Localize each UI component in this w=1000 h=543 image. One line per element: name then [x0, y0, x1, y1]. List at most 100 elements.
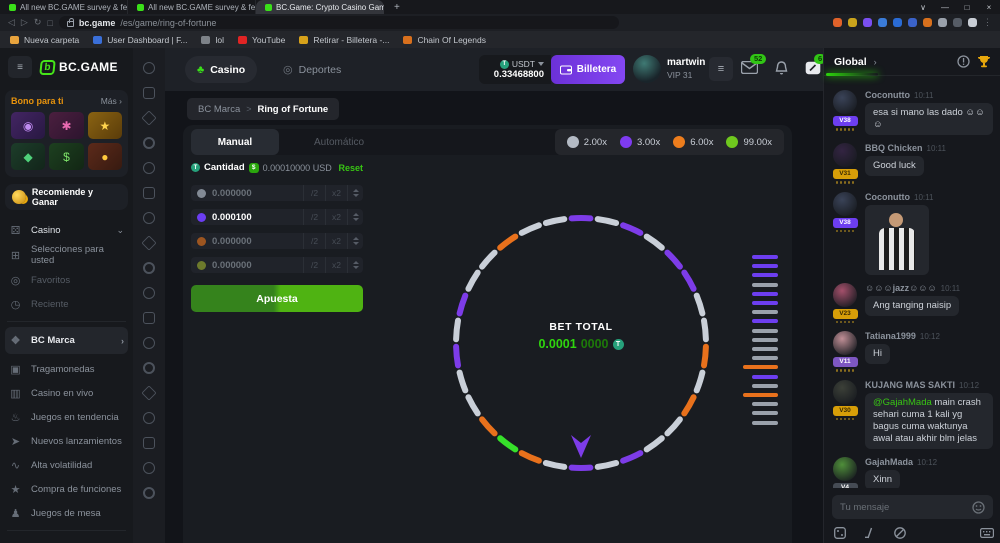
currency-selector[interactable]: T USDT 0.33468800 [479, 55, 551, 84]
avatar[interactable] [833, 90, 857, 114]
bet-row[interactable]: 0.000000/2 x2 [191, 185, 363, 201]
multiplier-chip[interactable]: 3.00x [619, 136, 660, 148]
provider-shortcut-icon[interactable] [141, 235, 157, 251]
minimize-icon[interactable]: — [941, 2, 949, 12]
breadcrumb-parent[interactable]: BC Marca [198, 103, 241, 115]
message-image[interactable] [865, 204, 929, 275]
url-field[interactable]: bc.game/es/game/ring-of-fortune [58, 16, 619, 29]
chat-room-title[interactable]: Global [834, 55, 867, 68]
bonus-tile[interactable]: $ [49, 143, 84, 170]
provider-shortcut-icon[interactable] [143, 262, 155, 274]
sidebar-item-deportes[interactable]: ◎Deportes [5, 536, 128, 543]
avatar[interactable] [833, 282, 857, 307]
bookmark-item[interactable]: lol [201, 35, 224, 45]
provider-shortcut-icon[interactable] [143, 487, 155, 499]
reset-link[interactable]: Reset [338, 162, 363, 173]
provider-shortcut-icon[interactable] [143, 212, 155, 224]
extension-icon[interactable] [833, 18, 842, 27]
maximize-icon[interactable]: □ [964, 2, 970, 12]
user-avatar[interactable] [633, 55, 661, 83]
extension-icon[interactable] [953, 18, 962, 27]
sidebar-item-juegos-en-tendencia[interactable]: ♨ Juegos en tendencia [5, 405, 128, 429]
provider-shortcut-icon[interactable] [143, 187, 155, 199]
avatar[interactable] [833, 456, 857, 481]
halve-button[interactable]: /2 [303, 185, 325, 201]
user-name[interactable]: martwin VIP 31 [667, 57, 706, 80]
sidebar-item-favoritos[interactable]: ◎ Favoritos [5, 268, 128, 292]
bc-game-logo[interactable]: b BC.GAME [39, 59, 118, 75]
step-down-icon[interactable] [352, 242, 359, 245]
double-button[interactable]: x2 [325, 185, 347, 201]
trophy-icon[interactable] [977, 55, 991, 68]
browser-menu-icon[interactable]: ⋮ [983, 17, 992, 27]
reload-icon[interactable]: ↻ [33, 17, 42, 27]
avatar[interactable] [833, 331, 857, 355]
extension-icon[interactable] [938, 18, 947, 27]
bonus-more-link[interactable]: Más › [100, 96, 122, 106]
double-button[interactable]: x2 [325, 209, 347, 225]
bonus-tile[interactable]: ✱ [49, 112, 84, 139]
message-username[interactable]: Coconutto 10:11 [865, 90, 934, 100]
provider-shortcut-icon[interactable] [143, 287, 155, 299]
side-panel-icon[interactable]: □ [47, 17, 53, 28]
double-button[interactable]: x2 [325, 257, 347, 273]
new-tab-button[interactable]: + [394, 1, 400, 13]
bookmark-item[interactable]: Nueva carpeta [10, 35, 79, 45]
sidebar-item-casino-en-vivo[interactable]: ▥ Casino en vivo [5, 381, 128, 405]
step-down-icon[interactable] [352, 194, 359, 197]
message-username[interactable]: ☺☺☺jazz☺☺☺ 10:11 [865, 282, 961, 293]
amount-stepper[interactable] [347, 209, 363, 225]
bookmark-item[interactable]: Retirar - Billetera -... [299, 35, 389, 45]
close-icon[interactable]: × [986, 2, 992, 12]
provider-shortcut-icon[interactable] [143, 362, 155, 374]
amount-stepper[interactable] [347, 185, 363, 201]
avatar[interactable] [833, 379, 857, 404]
step-down-icon[interactable] [352, 266, 359, 269]
halve-button[interactable]: /2 [303, 257, 325, 273]
refer-and-earn[interactable]: Recomiende y Ganar [5, 184, 128, 210]
message-username[interactable]: KUJANG MAS SAKTI 10:12 [865, 379, 980, 390]
sidebar-item-alta-volatilidad[interactable]: ∿ Alta volatilidad [5, 453, 128, 477]
bookmark-item[interactable]: User Dashboard | F... [93, 35, 187, 45]
sidebar-item-tragamonedas[interactable]: ▣ Tragamonedas [5, 357, 128, 381]
header-tab-casino[interactable]: ♣ Casino [185, 56, 258, 83]
extension-icon[interactable] [878, 18, 887, 27]
message-username[interactable]: Coconutto 10:11 [865, 191, 934, 202]
bell-icon[interactable] [775, 61, 788, 75]
message-username[interactable]: GajahMada 10:12 [865, 456, 938, 467]
sidebar-item-selecciones-para-usted[interactable]: ⊞ Selecciones para usted [5, 242, 128, 268]
dice-icon[interactable] [834, 527, 846, 539]
step-up-icon[interactable] [352, 261, 359, 264]
sidebar-item-reciente[interactable]: ◷ Reciente [5, 292, 128, 316]
provider-shortcut-icon[interactable] [143, 162, 155, 174]
provider-shortcut-icon[interactable] [143, 337, 155, 349]
header-menu-icon[interactable]: ≡ [709, 57, 733, 81]
provider-shortcut-icon[interactable] [143, 137, 155, 149]
amount-stepper[interactable] [347, 233, 363, 249]
step-up-icon[interactable] [352, 189, 359, 192]
chat-compose-icon[interactable]: 6 [805, 54, 827, 75]
sidebar-item-bc-marca[interactable]: ❖ BC Marca › [5, 327, 128, 354]
step-up-icon[interactable] [352, 237, 359, 240]
command-icon[interactable] [864, 527, 876, 539]
provider-shortcut-icon[interactable] [141, 110, 157, 126]
browser-tab[interactable]: All new BC.GAME survey & feedback r [128, 0, 256, 14]
sidebar-item-compra-de-funciones[interactable]: ★ Compra de funciones [5, 477, 128, 501]
chat-input[interactable]: Tu mensaje [832, 495, 993, 519]
provider-shortcut-icon[interactable] [143, 312, 155, 324]
tab-automatic[interactable]: Automático [313, 136, 365, 148]
bonus-tile[interactable]: ● [87, 143, 122, 170]
window-chevron-icon[interactable]: ∨ [920, 2, 926, 12]
extension-icon[interactable] [923, 18, 932, 27]
announcement-icon[interactable] [957, 55, 970, 68]
bet-row[interactable]: 0.000100/2 x2 [191, 209, 363, 225]
sidebar-item-juegos-de-mesa[interactable]: ♟ Juegos de mesa [5, 501, 128, 525]
tab-manual[interactable]: Manual [191, 129, 279, 155]
emoji-icon[interactable] [972, 500, 985, 514]
forward-icon[interactable]: ▷ [20, 17, 28, 27]
keyboard-icon[interactable] [980, 528, 994, 538]
provider-shortcut-icon[interactable] [143, 87, 155, 99]
amount-stepper[interactable] [347, 257, 363, 273]
bonus-tile[interactable]: ◆ [11, 143, 46, 170]
bookmark-item[interactable]: YouTube [237, 35, 285, 45]
